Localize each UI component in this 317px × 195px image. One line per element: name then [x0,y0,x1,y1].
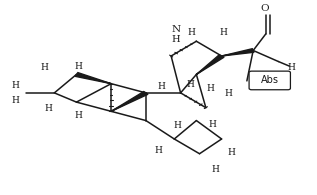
Text: H: H [208,120,216,129]
Text: H: H [11,96,19,105]
Text: H: H [74,111,82,120]
Text: Abs: Abs [261,75,279,85]
Text: H: H [155,146,162,155]
Text: H: H [188,28,196,37]
Text: H: H [207,84,215,93]
Polygon shape [75,73,111,84]
Text: H: H [219,28,227,37]
Text: H: H [74,62,82,71]
Text: N: N [171,25,180,34]
Polygon shape [196,55,224,74]
Text: H: H [224,89,232,98]
Text: H: H [186,80,194,89]
Text: H: H [171,35,180,44]
Text: H: H [41,64,49,73]
Text: H: H [227,148,235,157]
Polygon shape [222,49,254,56]
Text: H: H [158,82,165,91]
Polygon shape [111,91,148,111]
Text: H: H [11,81,19,90]
Text: H: H [173,121,181,130]
Text: H: H [211,165,219,174]
Text: O: O [260,4,268,13]
FancyBboxPatch shape [249,71,290,90]
Text: H: H [287,64,295,73]
Text: H: H [44,104,52,113]
